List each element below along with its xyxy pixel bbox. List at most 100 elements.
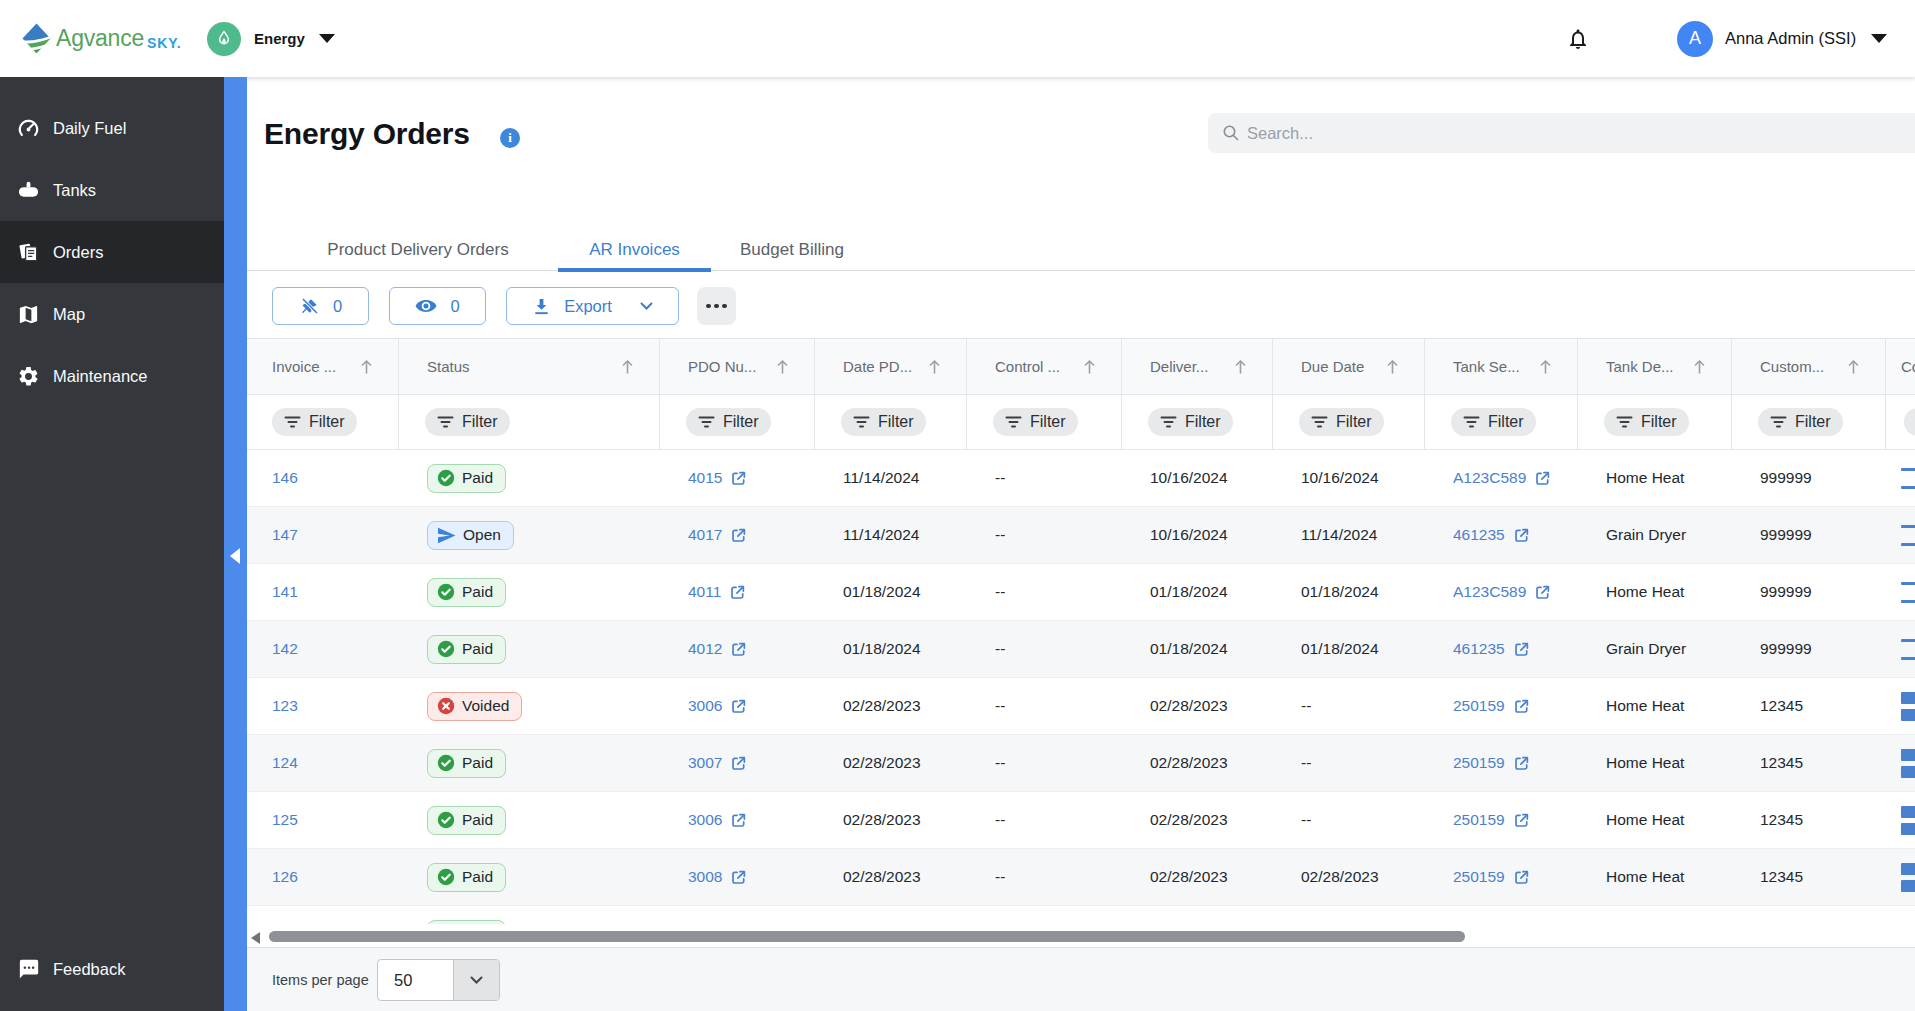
tank_serial-link[interactable]: 461235 [1453, 640, 1505, 658]
table-row[interactable]: Paid [247, 906, 1915, 924]
column-header-status[interactable]: Status [399, 339, 660, 394]
info-icon[interactable]: i [500, 128, 520, 148]
external-link-icon[interactable] [730, 641, 747, 658]
items-per-page-select[interactable]: 50 [377, 959, 500, 1001]
collapse-arrow-icon[interactable] [230, 548, 240, 564]
filter-button-deliver[interactable]: Filter [1148, 408, 1233, 436]
external-link-icon[interactable] [1513, 641, 1530, 658]
filter-button-due[interactable]: Filter [1299, 408, 1384, 436]
table-row[interactable]: 142Paid401201/18/2024--01/18/202401/18/2… [247, 621, 1915, 678]
column-header-deliver[interactable]: Deliver... [1122, 339, 1273, 394]
column-header-tank_serial[interactable]: Tank Se... [1425, 339, 1578, 394]
column-header-extra[interactable]: Co... [1886, 339, 1915, 394]
pdo-link[interactable]: 3006 [688, 697, 722, 715]
column-header-pdo[interactable]: PDO Nu... [660, 339, 815, 394]
external-link-icon[interactable] [730, 527, 747, 544]
scrollbar-thumb[interactable] [269, 931, 1465, 942]
pdo-link[interactable]: 3007 [688, 754, 722, 772]
filter-button-invoice[interactable]: Filter [272, 408, 357, 436]
export-button[interactable]: Export [506, 287, 679, 325]
table-row[interactable]: 147Open401711/14/2024--10/16/202411/14/2… [247, 507, 1915, 564]
tank_serial-link[interactable]: 250159 [1453, 811, 1505, 829]
tank_serial-link[interactable]: 461235 [1453, 526, 1505, 544]
invoice-link[interactable]: 142 [272, 640, 298, 658]
external-link-icon[interactable] [730, 812, 747, 829]
sidebar-item-orders[interactable]: Orders [0, 221, 224, 283]
sort-arrow-icon[interactable] [1538, 359, 1553, 375]
sidebar-item-tanks[interactable]: Tanks [0, 159, 224, 221]
invoice-link[interactable]: 146 [272, 469, 298, 487]
sort-arrow-icon[interactable] [620, 359, 635, 375]
filter-button-status[interactable]: Filter [425, 408, 510, 436]
external-link-icon[interactable] [730, 869, 747, 886]
filter-button-tank_serial[interactable]: Filter [1451, 408, 1536, 436]
table-row[interactable]: 146Paid401511/14/2024--10/16/202410/16/2… [247, 450, 1915, 507]
sort-arrow-icon[interactable] [775, 359, 790, 375]
filter-button-control[interactable]: Filter [993, 408, 1078, 436]
column-header-control[interactable]: Control ... [967, 339, 1122, 394]
pdo-link[interactable]: 3006 [688, 811, 722, 829]
sidebar-item-feedback[interactable]: Feedback [0, 943, 224, 995]
sort-arrow-icon[interactable] [1385, 359, 1400, 375]
invoice-link[interactable]: 123 [272, 697, 298, 715]
table-row[interactable]: 125Paid300602/28/2023--02/28/2023--25015… [247, 792, 1915, 849]
pdo-link[interactable]: 4012 [688, 640, 722, 658]
pdo-link[interactable]: 4017 [688, 526, 722, 544]
sort-arrow-icon[interactable] [1233, 359, 1248, 375]
filter-button-customer[interactable]: Filter [1758, 408, 1843, 436]
pdo-link[interactable]: 4015 [688, 469, 722, 487]
tab-product-delivery-orders[interactable]: Product Delivery Orders [278, 230, 558, 270]
external-link-icon[interactable] [1513, 755, 1530, 772]
tank_serial-link[interactable]: A123C589 [1453, 469, 1526, 487]
horizontal-scrollbar[interactable] [247, 929, 1915, 947]
table-row[interactable]: 141Paid401101/18/2024--01/18/202401/18/2… [247, 564, 1915, 621]
filter-button-extra[interactable]: Filter [1904, 408, 1915, 436]
external-link-icon[interactable] [730, 698, 747, 715]
external-link-icon[interactable] [1513, 869, 1530, 886]
filter-button-pdo[interactable]: Filter [686, 408, 771, 436]
invoice-link[interactable]: 141 [272, 583, 298, 601]
search-input[interactable]: Search... [1208, 113, 1915, 153]
pinned-rows-button[interactable]: 0 [272, 287, 369, 325]
external-link-icon[interactable] [1513, 698, 1530, 715]
user-menu[interactable]: A Anna Admin (SSI) [1677, 0, 1887, 77]
invoice-link[interactable]: 125 [272, 811, 298, 829]
invoice-link[interactable]: 126 [272, 868, 298, 886]
pdo-link[interactable]: 3008 [688, 868, 722, 886]
table-row[interactable]: 124Paid300702/28/2023--02/28/2023--25015… [247, 735, 1915, 792]
external-link-icon[interactable] [729, 584, 746, 601]
filter-button-tank_desc[interactable]: Filter [1604, 408, 1689, 436]
scroll-left-arrow-icon[interactable] [251, 932, 260, 944]
sidebar-item-map[interactable]: Map [0, 283, 224, 345]
tab-budget-billing[interactable]: Budget Billing [711, 230, 873, 270]
tank_serial-link[interactable]: 250159 [1453, 697, 1505, 715]
more-options-button[interactable] [697, 287, 736, 325]
sidebar-item-daily-fuel[interactable]: Daily Fuel [0, 97, 224, 159]
invoice-link[interactable]: 124 [272, 754, 298, 772]
column-header-date_pd[interactable]: Date PD... [815, 339, 967, 394]
visible-rows-button[interactable]: 0 [389, 287, 486, 325]
external-link-icon[interactable] [730, 755, 747, 772]
invoice-link[interactable]: 147 [272, 526, 298, 544]
external-link-icon[interactable] [1513, 812, 1530, 829]
column-header-tank_desc[interactable]: Tank De... [1578, 339, 1732, 394]
sort-arrow-icon[interactable] [1692, 359, 1707, 375]
page-size-dropdown-button[interactable] [453, 960, 499, 1000]
tank_serial-link[interactable]: A123C589 [1453, 583, 1526, 601]
column-header-invoice[interactable]: Invoice ... [247, 339, 399, 394]
column-header-customer[interactable]: Custom... [1732, 339, 1886, 394]
sort-arrow-icon[interactable] [1082, 359, 1097, 375]
tank_serial-link[interactable]: 250159 [1453, 868, 1505, 886]
sort-arrow-icon[interactable] [359, 359, 374, 375]
external-link-icon[interactable] [730, 470, 747, 487]
brand-logo[interactable]: Agvance SKY. [22, 0, 181, 77]
table-row[interactable]: 126Paid300802/28/2023--02/28/202302/28/2… [247, 849, 1915, 906]
sort-arrow-icon[interactable] [927, 359, 942, 375]
external-link-icon[interactable] [1513, 527, 1530, 544]
sidebar-item-maintenance[interactable]: Maintenance [0, 345, 224, 407]
tank_serial-link[interactable]: 250159 [1453, 754, 1505, 772]
sidebar-collapse-strip[interactable] [224, 77, 247, 1011]
pdo-link[interactable]: 4011 [688, 583, 721, 601]
filter-button-date_pd[interactable]: Filter [841, 408, 926, 436]
column-header-due[interactable]: Due Date [1273, 339, 1425, 394]
